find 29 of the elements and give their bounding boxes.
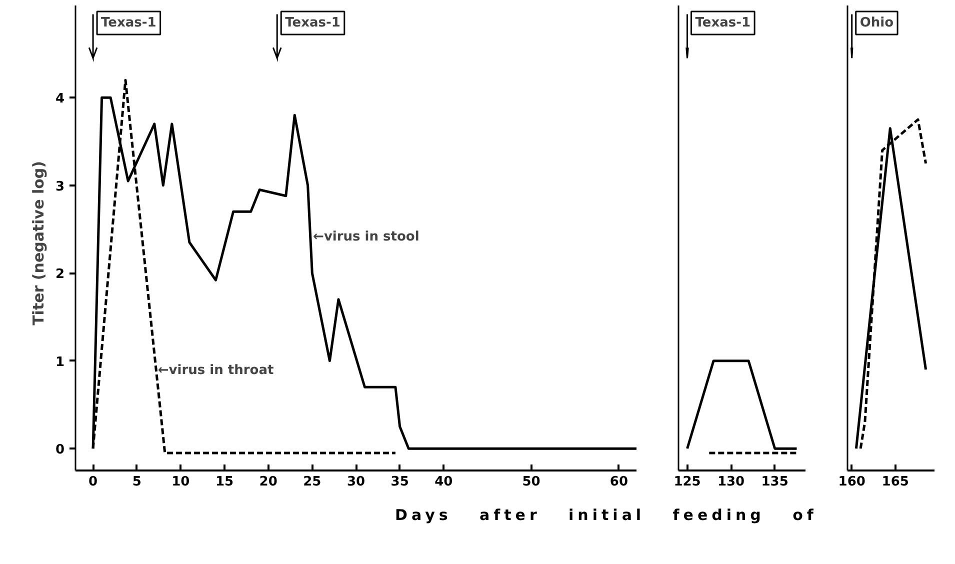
y-tick-label: 0 (55, 442, 64, 458)
ref-line-label: Texas-1 (101, 16, 156, 31)
x-tick-label: 35 (390, 474, 409, 490)
x-tick-label: 40 (434, 474, 453, 490)
y-axis-title: Titer (negative log) (29, 161, 48, 326)
y-tick-label: 4 (55, 92, 64, 107)
x-tick-label: 50 (522, 474, 540, 490)
x-tick-label: 130 (717, 474, 745, 490)
x-tick-label: 165 (882, 474, 909, 490)
x-tick-label: 20 (259, 474, 278, 490)
x-tick-label: 15 (215, 474, 234, 490)
ref-line-label: Texas-1 (695, 16, 751, 31)
ref-line-label: Texas-1 (285, 16, 340, 31)
x-tick-label: 160 (838, 474, 866, 490)
y-tick-label: 2 (55, 267, 64, 282)
x-tick-label: 30 (346, 474, 366, 490)
annotation: ←virus in throat (158, 362, 274, 378)
x-tick-label: 135 (761, 474, 788, 490)
x-tick-label: 10 (172, 474, 190, 490)
ref-line-label: Ohio (860, 16, 894, 31)
x-tick-label: 0 (88, 474, 98, 490)
x-tick-label: 125 (674, 474, 701, 490)
y-tick-label: 1 (55, 354, 64, 370)
y-tick-label: 3 (55, 179, 64, 194)
x-tick-label: 60 (610, 474, 628, 490)
x-axis-title: Days after initial feeding of (395, 505, 818, 526)
x-tick-label: 25 (303, 474, 322, 490)
x-tick-label: 5 (132, 474, 142, 490)
annotation: ←virus in stool (313, 230, 420, 245)
